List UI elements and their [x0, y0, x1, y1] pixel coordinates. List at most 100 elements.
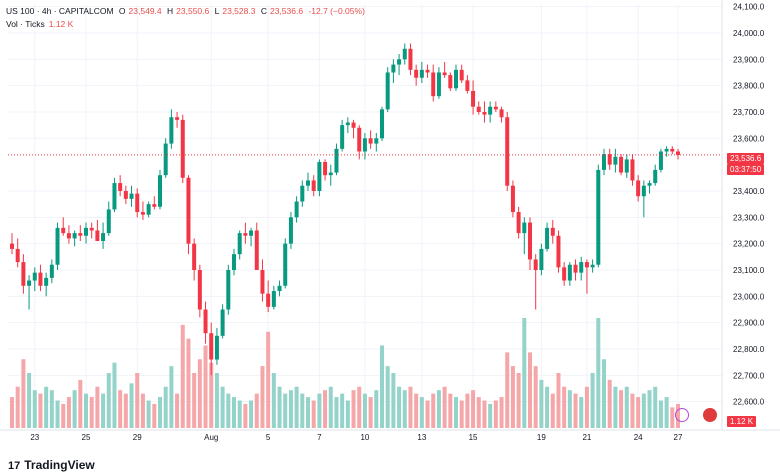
- candle-body: [95, 230, 100, 242]
- candle-body: [607, 154, 612, 165]
- volume-header: Vol · Ticks 1.12 K: [6, 19, 73, 29]
- volume-bar: [402, 390, 407, 428]
- y-tick-label: 22,900.0: [733, 319, 765, 328]
- volume-bar: [209, 362, 214, 428]
- volume-bar: [135, 373, 140, 428]
- volume-bar: [15, 386, 20, 428]
- change-value: -12.7 (−0.05%): [308, 6, 365, 16]
- volume-bar: [340, 393, 345, 428]
- x-tick-label: 23: [30, 433, 39, 442]
- candle-body: [471, 90, 476, 107]
- volume-bar: [528, 352, 532, 428]
- y-tick-label: 23,400.0: [733, 187, 765, 196]
- candle-body: [89, 227, 94, 231]
- volume-bar: [288, 390, 293, 428]
- volume-bar: [510, 366, 515, 428]
- volume-bar: [294, 386, 299, 428]
- candle-body: [454, 69, 458, 89]
- x-tick-label: Aug: [204, 433, 218, 442]
- volume-bar: [459, 400, 464, 428]
- candle-body: [27, 280, 32, 286]
- volume-bar: [454, 397, 458, 428]
- volume-bar: [414, 393, 419, 428]
- candle-body: [431, 72, 436, 97]
- volume-bar: [550, 393, 555, 428]
- volume-bar: [516, 373, 521, 428]
- volume-bar: [647, 390, 652, 428]
- candle-body: [510, 185, 515, 213]
- candle-body: [197, 269, 202, 310]
- volume-bar: [186, 338, 191, 428]
- volume-bar: [664, 397, 669, 428]
- volume-bar: [391, 373, 396, 428]
- candle-body: [328, 172, 333, 176]
- volume-bar: [44, 386, 49, 428]
- symbol-label[interactable]: US 100 · 4h · CAPITALCOM: [6, 6, 114, 16]
- volume-bar: [362, 393, 367, 428]
- candle-body: [232, 254, 236, 270]
- y-tick-label: 24,100.0: [733, 3, 765, 12]
- candle-body: [670, 148, 675, 152]
- open-value: 23,549.4: [128, 6, 162, 16]
- volume-bar: [607, 379, 612, 428]
- volume-bar: [89, 397, 94, 428]
- candle-body: [334, 148, 339, 173]
- y-tick-label: 23,000.0: [733, 292, 765, 301]
- candle-body: [647, 183, 652, 186]
- candle-body: [619, 156, 624, 173]
- candle-body: [306, 180, 310, 186]
- candle-body: [613, 156, 618, 165]
- y-tick-label: 23,900.0: [733, 55, 765, 64]
- candle-body: [391, 64, 396, 73]
- candle-body: [380, 109, 384, 139]
- x-tick-label: 21: [582, 433, 591, 442]
- volume-bar: [192, 373, 197, 428]
- volume-bar: [123, 393, 128, 428]
- volume-label[interactable]: Vol · Ticks: [6, 19, 45, 29]
- volume-bar: [72, 390, 77, 428]
- volume-bar: [152, 403, 157, 428]
- candle-body: [169, 117, 174, 144]
- candle-body: [118, 183, 123, 191]
- candle-body: [351, 122, 356, 128]
- candle-body: [66, 233, 71, 239]
- candle-body: [21, 262, 26, 286]
- volume-tag: 1.12 K: [727, 416, 757, 427]
- candle-body: [283, 243, 288, 286]
- lightning-icon[interactable]: [675, 408, 689, 422]
- candle-body: [249, 230, 254, 236]
- candle-body: [317, 162, 322, 191]
- candle-body: [260, 269, 265, 294]
- candle-body: [49, 264, 54, 278]
- candle-body: [436, 72, 441, 97]
- us-flag-icon[interactable]: [703, 408, 717, 422]
- volume-bar: [175, 393, 180, 428]
- volume-bar: [129, 383, 134, 428]
- candle-body: [220, 309, 225, 336]
- candle-body: [641, 185, 646, 197]
- volume-bar: [112, 362, 117, 428]
- volume-bar: [146, 400, 151, 428]
- volume-bar: [254, 393, 259, 428]
- candle-body: [112, 183, 117, 210]
- volume-bar: [624, 386, 629, 428]
- candle-body: [123, 190, 128, 199]
- candle-body: [203, 309, 208, 334]
- volume-bar: [334, 397, 339, 428]
- y-tick-label: 23,100.0: [733, 266, 765, 275]
- volume-bar: [66, 397, 71, 428]
- candle-body: [300, 185, 305, 202]
- volume-bar: [431, 393, 436, 428]
- volume-bar: [385, 366, 390, 428]
- tradingview-logo[interactable]: 17 TradingView: [8, 458, 95, 472]
- x-tick-label: 5: [266, 433, 271, 442]
- candle-body: [505, 117, 510, 186]
- volume-bar: [448, 393, 453, 428]
- volume-bar: [101, 393, 106, 428]
- low-label: L: [214, 6, 220, 16]
- candle-body: [146, 204, 151, 215]
- y-tick-label: 24,000.0: [733, 29, 765, 38]
- volume-bar: [203, 345, 208, 428]
- candle-body: [243, 233, 248, 236]
